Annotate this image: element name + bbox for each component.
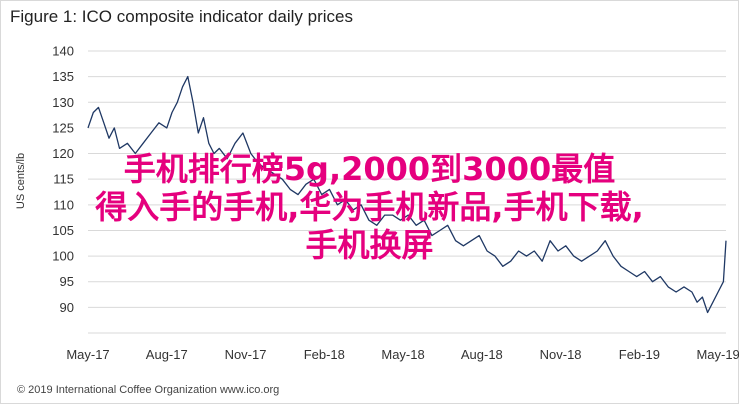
- y-tick-label: 100: [52, 249, 74, 264]
- x-tick-label: May-19: [696, 347, 739, 362]
- x-tick-label: May-17: [66, 347, 109, 362]
- overlay-line-3: 手机换屏: [305, 226, 434, 264]
- y-tick-label: 90: [60, 300, 74, 315]
- chart-title: Figure 1: ICO composite indicator daily …: [10, 7, 353, 26]
- x-tick-label: Feb-19: [619, 347, 660, 362]
- x-tick-label: Nov-18: [540, 347, 582, 362]
- y-tick-label: 120: [52, 146, 74, 161]
- y-tick-label: 95: [60, 274, 74, 289]
- y-tick-labels: 90 95 100 105 110 115 120 125 130 135 140: [52, 44, 74, 315]
- x-tick-label: May-18: [381, 347, 424, 362]
- series-line: [87, 75, 727, 314]
- x-tick-labels: May-17 Aug-17 Nov-17 Feb-18 May-18 Aug-18 Nov-…: [66, 347, 739, 362]
- x-tick-label: Nov-17: [225, 347, 267, 362]
- overlay-line-1: 手机排行榜5g,2000到3000最值: [123, 150, 616, 188]
- y-tick-label: 140: [52, 44, 74, 59]
- y-tick-label: 110: [53, 197, 74, 212]
- grid-lines: [88, 50, 726, 334]
- y-axis-label: US cents/lb: [15, 153, 27, 209]
- y-tick-label: 105: [52, 223, 74, 238]
- watermark-overlay-text: 手机排行榜5g,2000到3000最值 得入手的手机,华为手机新品,手机下载, …: [0, 150, 739, 264]
- copyright-footer: © 2019 International Coffee Organization…: [17, 384, 280, 396]
- x-tick-label: Aug-17: [146, 347, 188, 362]
- overlay-line-2: 得入手的手机,华为手机新品,手机下载,: [95, 188, 644, 226]
- y-tick-label: 115: [53, 172, 74, 187]
- y-tick-label: 130: [52, 95, 74, 110]
- y-tick-label: 125: [52, 120, 74, 135]
- y-tick-label: 135: [52, 69, 74, 84]
- x-tick-label: Aug-18: [461, 347, 503, 362]
- x-tick-label: Feb-18: [304, 347, 345, 362]
